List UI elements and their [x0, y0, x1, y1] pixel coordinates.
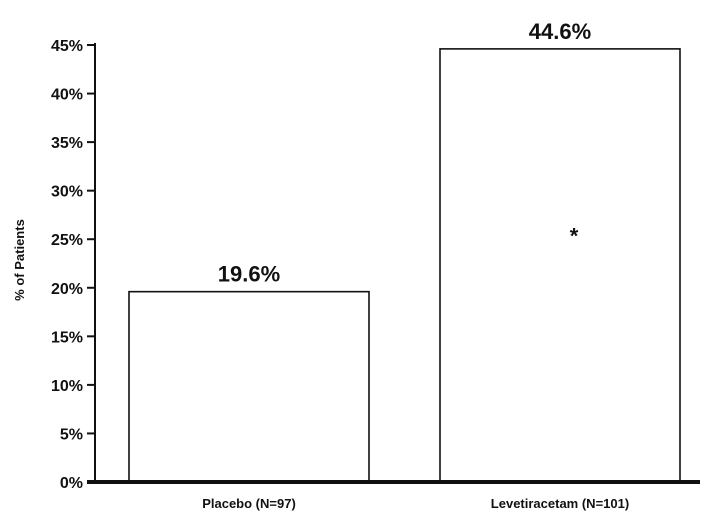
bar-value-label: 44.6%	[529, 19, 591, 44]
y-tick-label: 0%	[60, 475, 83, 492]
bar	[439, 48, 681, 483]
y-axis-title: % of Patients	[12, 219, 27, 301]
x-category-label: Levetiracetam (N=101)	[491, 496, 629, 511]
y-tick-label: 25%	[51, 232, 83, 249]
significance-marker: *	[570, 223, 579, 248]
axes	[87, 43, 700, 484]
y-tick-label: 30%	[51, 184, 83, 201]
y-tick-label: 10%	[51, 378, 83, 395]
y-tick-label: 40%	[51, 87, 83, 104]
bar	[128, 290, 370, 483]
x-category-label: Placebo (N=97)	[202, 496, 296, 511]
bars	[128, 48, 681, 483]
data-labels: 19.6% 44.6% *	[218, 19, 591, 287]
y-tick-label: 45%	[51, 38, 83, 55]
category-labels: Placebo (N=97) Levetiracetam (N=101)	[202, 496, 629, 511]
y-axis-ticks: 0% 5% 10% 15% 20% 25% 30% 35% 40% 45%	[51, 38, 95, 492]
y-tick-label: 15%	[51, 329, 83, 346]
y-axis-title-group: % of Patients	[12, 219, 27, 301]
bar-value-label: 19.6%	[218, 262, 280, 287]
y-tick-label: 20%	[51, 281, 83, 298]
y-tick-label: 5%	[60, 426, 83, 443]
y-tick-label: 35%	[51, 135, 83, 152]
